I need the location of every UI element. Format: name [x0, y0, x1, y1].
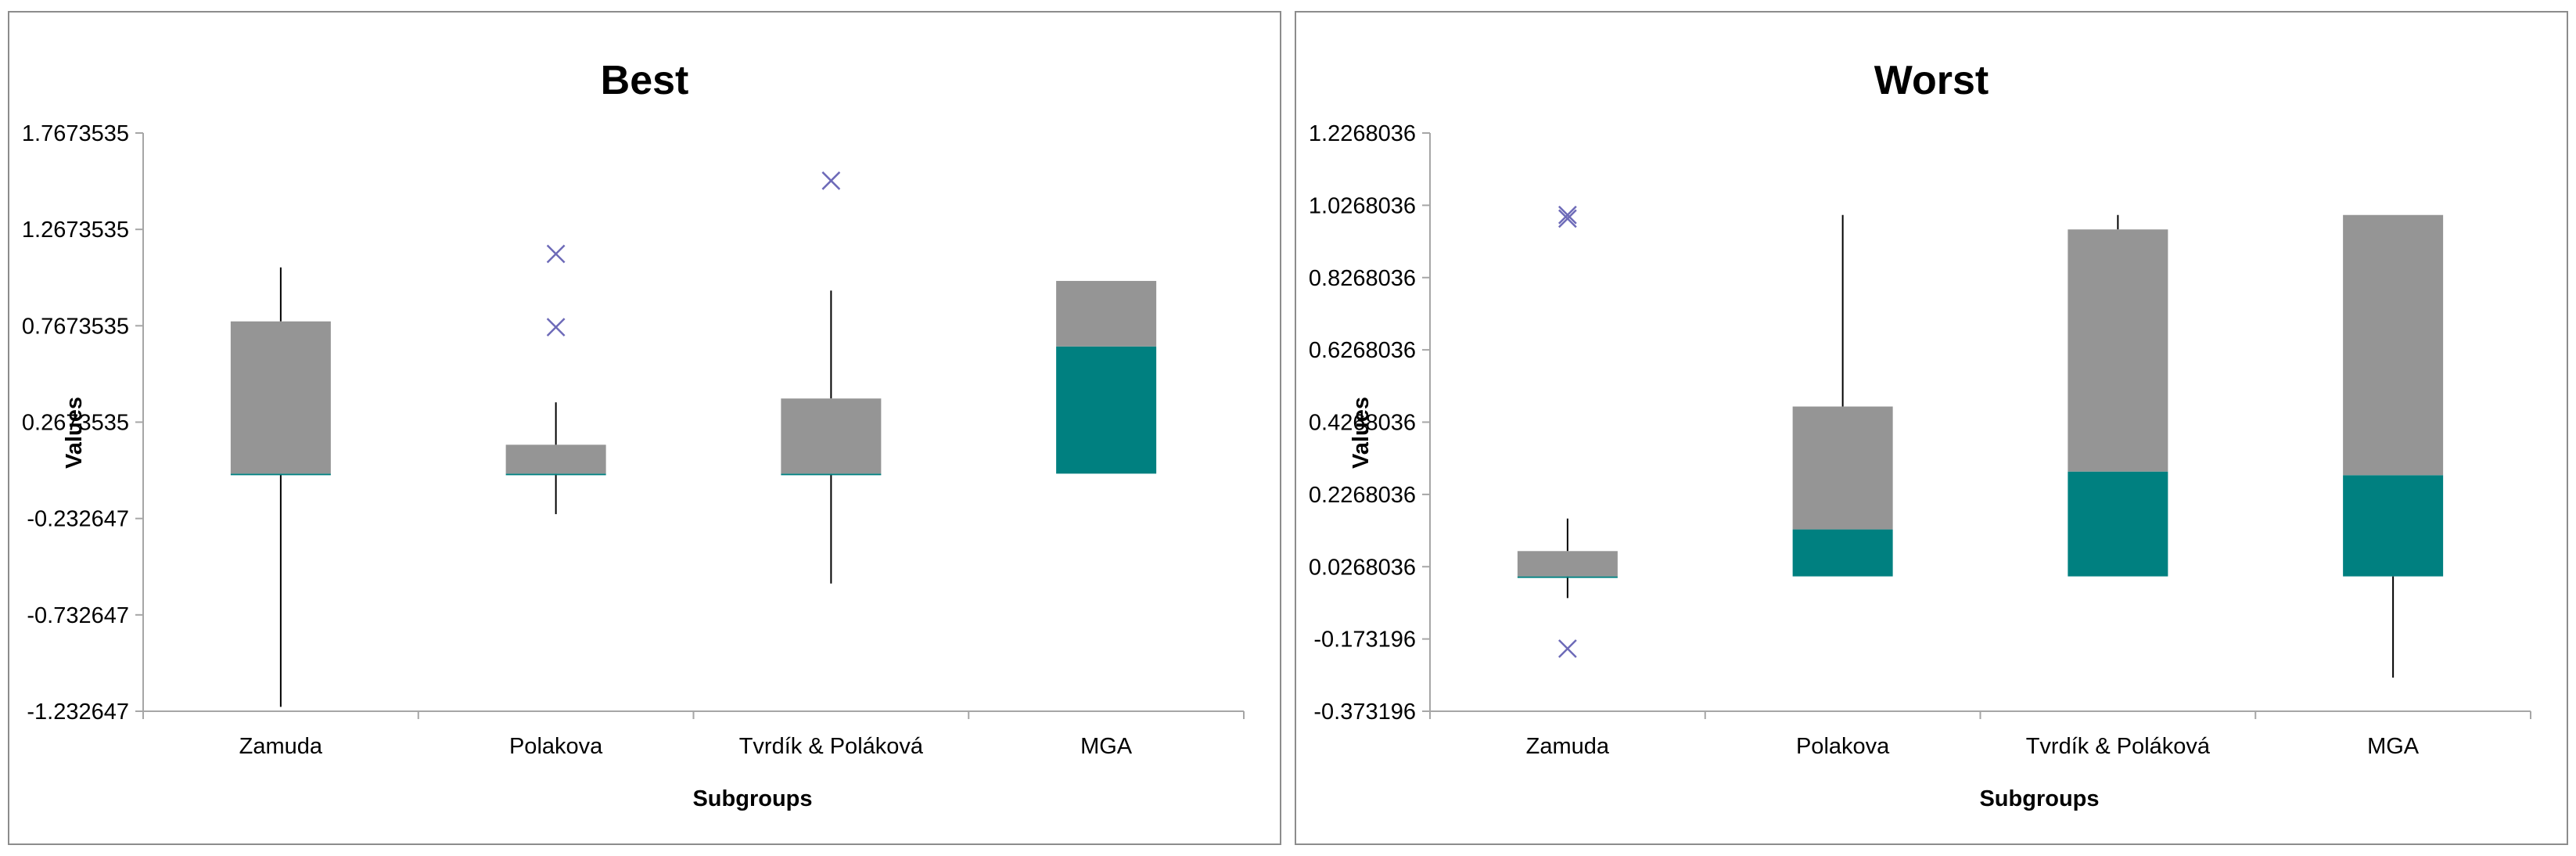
upper-box-segment: [230, 321, 331, 474]
x-axis-title: Subgroups: [1979, 786, 2099, 811]
x-tick-label: Polakova: [509, 734, 603, 759]
lower-box-segment: [1056, 346, 1157, 474]
lower-box-segment: [2068, 471, 2168, 577]
chart-worst-panel: Worst Values Subgroups 1.2268036 1.026803…: [1295, 11, 2568, 845]
upper-box-segment: [505, 444, 606, 474]
upper-box-segment: [1517, 551, 1618, 577]
lower-box-segment: [1517, 576, 1618, 578]
y-tick-label: -1.232647: [27, 700, 129, 725]
x-tick-label: Zamuda: [1526, 734, 1610, 759]
x-tick-label: Polakova: [1796, 734, 1890, 759]
outlier-marker: [821, 171, 841, 190]
y-axis-title: Values: [1349, 397, 1374, 469]
y-tick-label: 0.8268036: [1309, 266, 1416, 291]
y-tick-label: 1.0268036: [1309, 193, 1416, 218]
x-tick-label: MGA: [1080, 734, 1133, 759]
y-tick-label: 0.2268036: [1309, 483, 1416, 508]
upper-box-segment: [2343, 214, 2444, 476]
lower-box-segment: [781, 473, 882, 476]
x-axis-title: Subgroups: [692, 786, 812, 811]
y-tick-label: 1.2268036: [1309, 121, 1416, 146]
y-axis-title: Values: [62, 397, 87, 469]
outlier-marker: [546, 318, 566, 337]
x-tick-label: Zamuda: [239, 734, 323, 759]
chart-title: Best: [601, 58, 689, 103]
x-tick-label: MGA: [2367, 734, 2420, 759]
outlier-marker: [1557, 639, 1577, 658]
upper-box-segment: [1056, 281, 1157, 347]
y-tick-label: 0.0268036: [1309, 555, 1416, 580]
y-tick-label: 0.7673535: [22, 314, 129, 339]
outlier-marker: [1557, 209, 1577, 228]
y-tick-label: -0.732647: [27, 603, 129, 628]
lower-box-segment: [505, 473, 606, 476]
upper-box-segment: [1792, 406, 1893, 530]
y-tick-label: 0.6268036: [1309, 338, 1416, 363]
x-tick-label: Tvrdík & Poláková: [2026, 734, 2211, 759]
chart-title: Worst: [1874, 58, 1989, 103]
y-tick-label: 0.2673535: [22, 411, 129, 436]
y-tick-label: 1.2673535: [22, 218, 129, 243]
upper-box-segment: [781, 398, 882, 474]
y-tick-label: -0.373196: [1313, 700, 1416, 725]
outlier-marker: [546, 244, 566, 264]
y-tick-label: -0.173196: [1313, 628, 1416, 653]
upper-box-segment: [2068, 229, 2168, 472]
lower-box-segment: [2343, 475, 2444, 577]
outlier-marker: [1557, 205, 1577, 225]
y-tick-label: -0.232647: [27, 507, 129, 532]
chart-worst: Worst Values Subgroups 1.2268036 1.026803…: [1309, 58, 2531, 811]
chart-best-panel: Best Values Subgroups 1.7673535 1.2673535…: [8, 11, 1281, 845]
lower-box-segment: [230, 473, 331, 476]
y-tick-label: 0.4268036: [1309, 411, 1416, 436]
chart-best: Best Values Subgroups 1.7673535 1.2673535…: [22, 58, 1245, 811]
x-tick-label: Tvrdík & Poláková: [739, 734, 924, 759]
y-tick-label: 1.7673535: [22, 121, 129, 146]
lower-box-segment: [1792, 529, 1893, 577]
